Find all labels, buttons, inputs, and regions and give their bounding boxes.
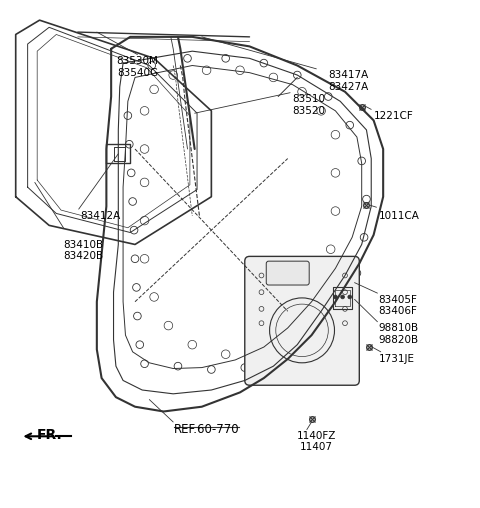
Text: 83417A
83427A: 83417A 83427A bbox=[328, 70, 369, 92]
Text: 83412A: 83412A bbox=[80, 211, 120, 221]
Text: 1221CF: 1221CF bbox=[373, 111, 413, 121]
Text: 98810B
98820B: 98810B 98820B bbox=[378, 323, 419, 345]
FancyBboxPatch shape bbox=[245, 257, 360, 385]
Text: 83410B
83420B: 83410B 83420B bbox=[63, 240, 104, 261]
Text: 1731JE: 1731JE bbox=[378, 354, 414, 364]
Text: FR.: FR. bbox=[37, 428, 63, 442]
Circle shape bbox=[341, 295, 345, 299]
Text: 83405F
83406F: 83405F 83406F bbox=[378, 295, 417, 316]
Text: 1140FZ
11407: 1140FZ 11407 bbox=[297, 431, 336, 452]
FancyBboxPatch shape bbox=[266, 261, 309, 285]
Circle shape bbox=[334, 295, 337, 299]
Text: REF.60-770: REF.60-770 bbox=[174, 423, 240, 436]
Circle shape bbox=[348, 295, 352, 299]
Text: 83530M
83540G: 83530M 83540G bbox=[117, 56, 158, 78]
Text: 83510
83520: 83510 83520 bbox=[292, 94, 325, 116]
Text: 1011CA: 1011CA bbox=[378, 211, 419, 221]
